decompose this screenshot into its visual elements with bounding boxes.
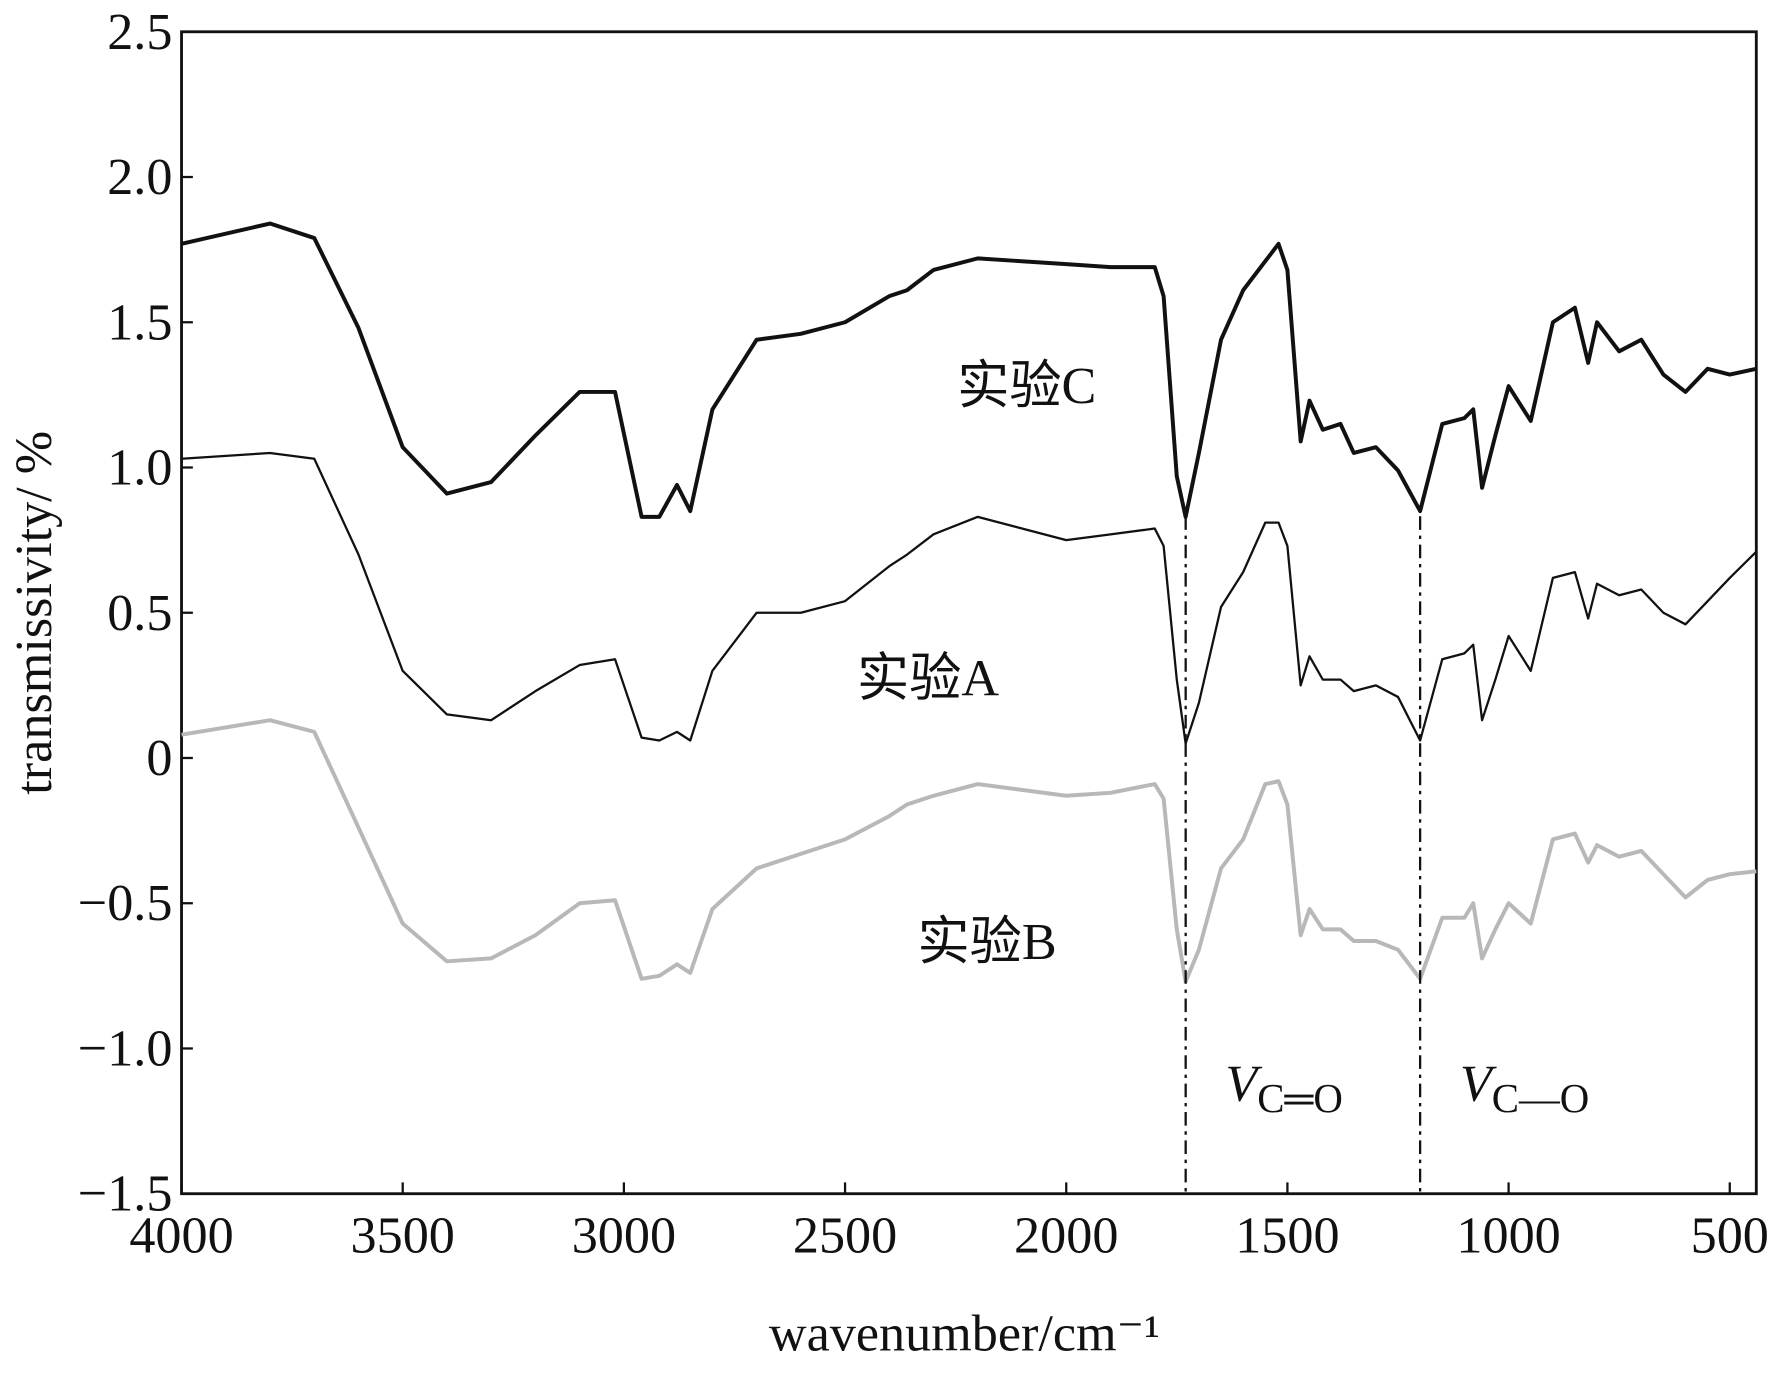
y-tick-label: 1.5 xyxy=(107,293,172,351)
x-tick-label: 1000 xyxy=(1456,1207,1560,1265)
x-tick-label: 2000 xyxy=(1014,1207,1118,1265)
spectrum-line xyxy=(181,718,1757,984)
series-label: 实验C xyxy=(957,357,1096,415)
x-tick-label: 2500 xyxy=(793,1207,897,1265)
spectrum-line xyxy=(181,221,1757,519)
x-tick-label: 1500 xyxy=(1235,1207,1339,1265)
reference-symbol: V xyxy=(1460,1055,1497,1113)
x-axis-label: wavenumber/cm⁻¹ xyxy=(769,1304,1160,1362)
x-tick-label: 3000 xyxy=(572,1207,676,1265)
plot-frame xyxy=(180,30,1758,1196)
y-tick-label: 0.5 xyxy=(107,584,172,642)
series-label: 实验B xyxy=(917,913,1056,971)
reference-subscript: C—O xyxy=(1492,1076,1590,1121)
x-tick-label: 4000 xyxy=(129,1207,233,1265)
y-tick-label: 0 xyxy=(146,729,172,787)
y-tick-label: −1.0 xyxy=(78,1019,173,1077)
y-tick-label: −1.5 xyxy=(78,1165,173,1223)
reference-symbol: V xyxy=(1225,1055,1262,1113)
y-tick-label: 2.5 xyxy=(107,3,172,61)
reference-label: VC—O xyxy=(1460,1055,1589,1121)
x-tick-label: 500 xyxy=(1691,1207,1769,1265)
y-tick-label: 1.0 xyxy=(107,439,172,497)
spectrum-line xyxy=(181,451,1758,745)
series-label: 实验A xyxy=(857,650,999,708)
y-axis-label: transmissivity/ % xyxy=(5,431,63,795)
y-tick-label: −0.5 xyxy=(78,874,173,932)
reference-subscript: C═O xyxy=(1257,1076,1343,1121)
y-tick-label: 2.0 xyxy=(107,148,172,206)
x-tick-label: 3500 xyxy=(351,1207,455,1265)
reference-label: VC═O xyxy=(1225,1055,1343,1121)
